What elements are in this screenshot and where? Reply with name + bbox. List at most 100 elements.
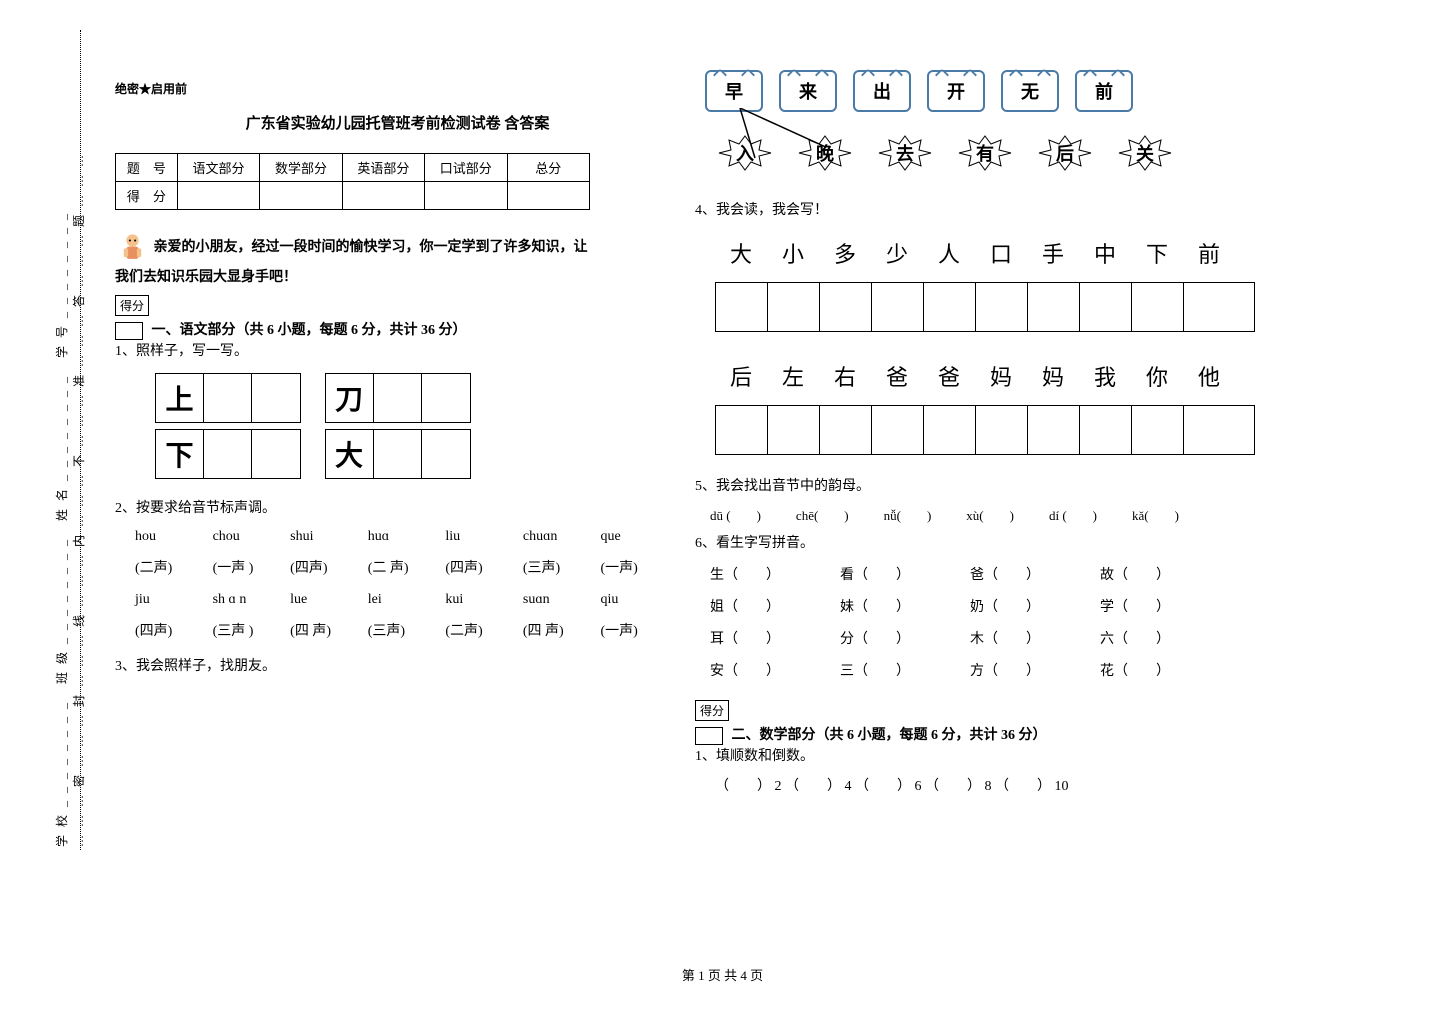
- tone: (一声): [600, 620, 660, 640]
- q5-title: 5、我会找出音节中的韵母。: [695, 475, 1275, 495]
- q6-item: 耳（ ）: [710, 628, 780, 648]
- char-cell-blank[interactable]: [204, 374, 252, 422]
- char-cell-blank[interactable]: [204, 430, 252, 478]
- tone: (三声): [368, 620, 428, 640]
- pinyin: chuɑn: [523, 529, 583, 545]
- tone-row1: (二声) (一声 ) (四声) (二 声) (四声) (三声) (一声): [135, 557, 660, 577]
- match-box: 来: [779, 70, 837, 112]
- match-box: 前: [1075, 70, 1133, 112]
- pinyin: chou: [213, 529, 273, 545]
- char-head: 我: [1079, 352, 1131, 400]
- pinyin: shui: [290, 529, 350, 545]
- score-badge-2: 得分: [695, 700, 729, 721]
- intro-line1: 亲爱的小朋友，经过一段时间的愉快学习，你一定学到了许多知识，让: [154, 240, 588, 255]
- score-cell[interactable]: [342, 182, 424, 210]
- char-head: 他: [1183, 352, 1235, 400]
- char-cell-blank[interactable]: [374, 374, 422, 422]
- write-cell[interactable]: [820, 406, 872, 454]
- q6-item: 花（ ）: [1100, 660, 1170, 680]
- th-total: 总分: [507, 154, 590, 182]
- q6-item: 生（ ）: [710, 564, 780, 584]
- write-cell[interactable]: [1132, 283, 1184, 331]
- write-cell[interactable]: [872, 406, 924, 454]
- write-cell[interactable]: [1028, 283, 1080, 331]
- tone: (三声 ): [213, 620, 273, 640]
- write-cell[interactable]: [1132, 406, 1184, 454]
- page-footer: 第 1 页 共 4 页: [0, 965, 1445, 984]
- write-cell[interactable]: [924, 406, 976, 454]
- write-cell[interactable]: [976, 406, 1028, 454]
- binding-sidebar: 学校________ 班级________ 姓名________ 学号_____…: [50, 30, 90, 850]
- write-cell[interactable]: [768, 406, 820, 454]
- pinyin: lue: [290, 592, 350, 608]
- write-cell[interactable]: [1080, 406, 1132, 454]
- sun-box: 后: [1035, 132, 1095, 174]
- intro-line2: 我们去知识乐园大显身手吧！: [115, 265, 680, 290]
- score-cell[interactable]: [507, 182, 590, 210]
- write-grid-1: [715, 282, 1255, 332]
- th-english: 英语部分: [342, 154, 424, 182]
- q2-title: 2、按要求给音节标声调。: [115, 497, 680, 517]
- write-cell[interactable]: [1184, 406, 1236, 454]
- tone: (四声): [290, 557, 350, 577]
- score-badge: 得分: [115, 295, 149, 316]
- score-box-2[interactable]: [695, 727, 723, 745]
- tone-row2: (四声) (三声 ) (四 声) (三声) (二声) (四 声) (一声): [135, 620, 660, 640]
- q6-item: 看（ ）: [840, 564, 910, 584]
- yunmu-row: dū ( ) chē( ) nǚ( ) xù( ) dí ( ) kǎ( ): [695, 505, 1275, 524]
- write-cell[interactable]: [924, 283, 976, 331]
- left-page: 绝密★启用前 广东省实验幼儿园托管班考前检测试卷 含答案 题 号 语文部分 数学…: [115, 80, 680, 685]
- char-head: 你: [1131, 352, 1183, 400]
- sun-box: 去: [875, 132, 935, 174]
- paper-title: 广东省实验幼儿园托管班考前检测试卷 含答案: [115, 112, 680, 133]
- char-cell-blank[interactable]: [422, 430, 470, 478]
- q6-item: 六（ ）: [1100, 628, 1170, 648]
- pinyin: huɑ: [368, 529, 428, 545]
- q6-item: 三（ ）: [840, 660, 910, 680]
- right-page: 早 来 出 开 无 前 入 晚 去 有 后 关 4、我会读: [695, 70, 1275, 795]
- pinyin: que: [600, 529, 660, 545]
- score-cell[interactable]: [177, 182, 259, 210]
- char-head: 左: [767, 352, 819, 400]
- write-cell[interactable]: [1028, 406, 1080, 454]
- tone: (一声): [600, 557, 660, 577]
- yunmu-item: chē( ): [796, 505, 849, 524]
- yunmu-item: dū ( ): [710, 505, 761, 524]
- char-head: 爸: [871, 352, 923, 400]
- write-cell[interactable]: [976, 283, 1028, 331]
- char-cell-blank[interactable]: [252, 430, 300, 478]
- char-grid-bot-left: 下: [155, 429, 301, 479]
- q6-title: 6、看生字写拼音。: [695, 532, 1275, 552]
- score-cell[interactable]: [425, 182, 507, 210]
- write-cell[interactable]: [768, 283, 820, 331]
- q6-item: 妹（ ）: [840, 596, 910, 616]
- score-cell[interactable]: [260, 182, 342, 210]
- write-cell[interactable]: [820, 283, 872, 331]
- write-cell[interactable]: [716, 406, 768, 454]
- score-box[interactable]: [115, 322, 143, 340]
- write-cell[interactable]: [872, 283, 924, 331]
- char-head: 少: [871, 229, 923, 277]
- match-top-row: 早 来 出 开 无 前: [695, 70, 1275, 112]
- pinyin: liu: [445, 529, 505, 545]
- write-cell[interactable]: [1080, 283, 1132, 331]
- char-cell-blank[interactable]: [374, 430, 422, 478]
- sidebar-seal: ………密………封………线………内………不………准………答………题………: [72, 147, 86, 847]
- char-cell-blank[interactable]: [252, 374, 300, 422]
- q6-row3: 耳（ ） 分（ ） 木（ ） 六（ ）: [695, 628, 1275, 648]
- q6-item: 安（ ）: [710, 660, 780, 680]
- write-cell[interactable]: [1184, 283, 1236, 331]
- q6-item: 分（ ）: [840, 628, 910, 648]
- sidebar-fields: 学校________ 班级________ 姓名________ 学号_____…: [55, 206, 69, 847]
- char-cell-blank[interactable]: [422, 374, 470, 422]
- char-head: 前: [1183, 229, 1235, 277]
- pinyin: hou: [135, 529, 195, 545]
- char-cell: 上: [156, 374, 204, 422]
- match-bottom-row: 入 晚 去 有 后 关: [695, 132, 1275, 174]
- q4-title: 4、我会读，我会写！: [695, 199, 1275, 219]
- q6-row2: 姐（ ） 妹（ ） 奶（ ） 学（ ）: [695, 596, 1275, 616]
- char-head: 妈: [975, 352, 1027, 400]
- char-head: 人: [923, 229, 975, 277]
- q6-item: 爸（ ）: [970, 564, 1040, 584]
- write-cell[interactable]: [716, 283, 768, 331]
